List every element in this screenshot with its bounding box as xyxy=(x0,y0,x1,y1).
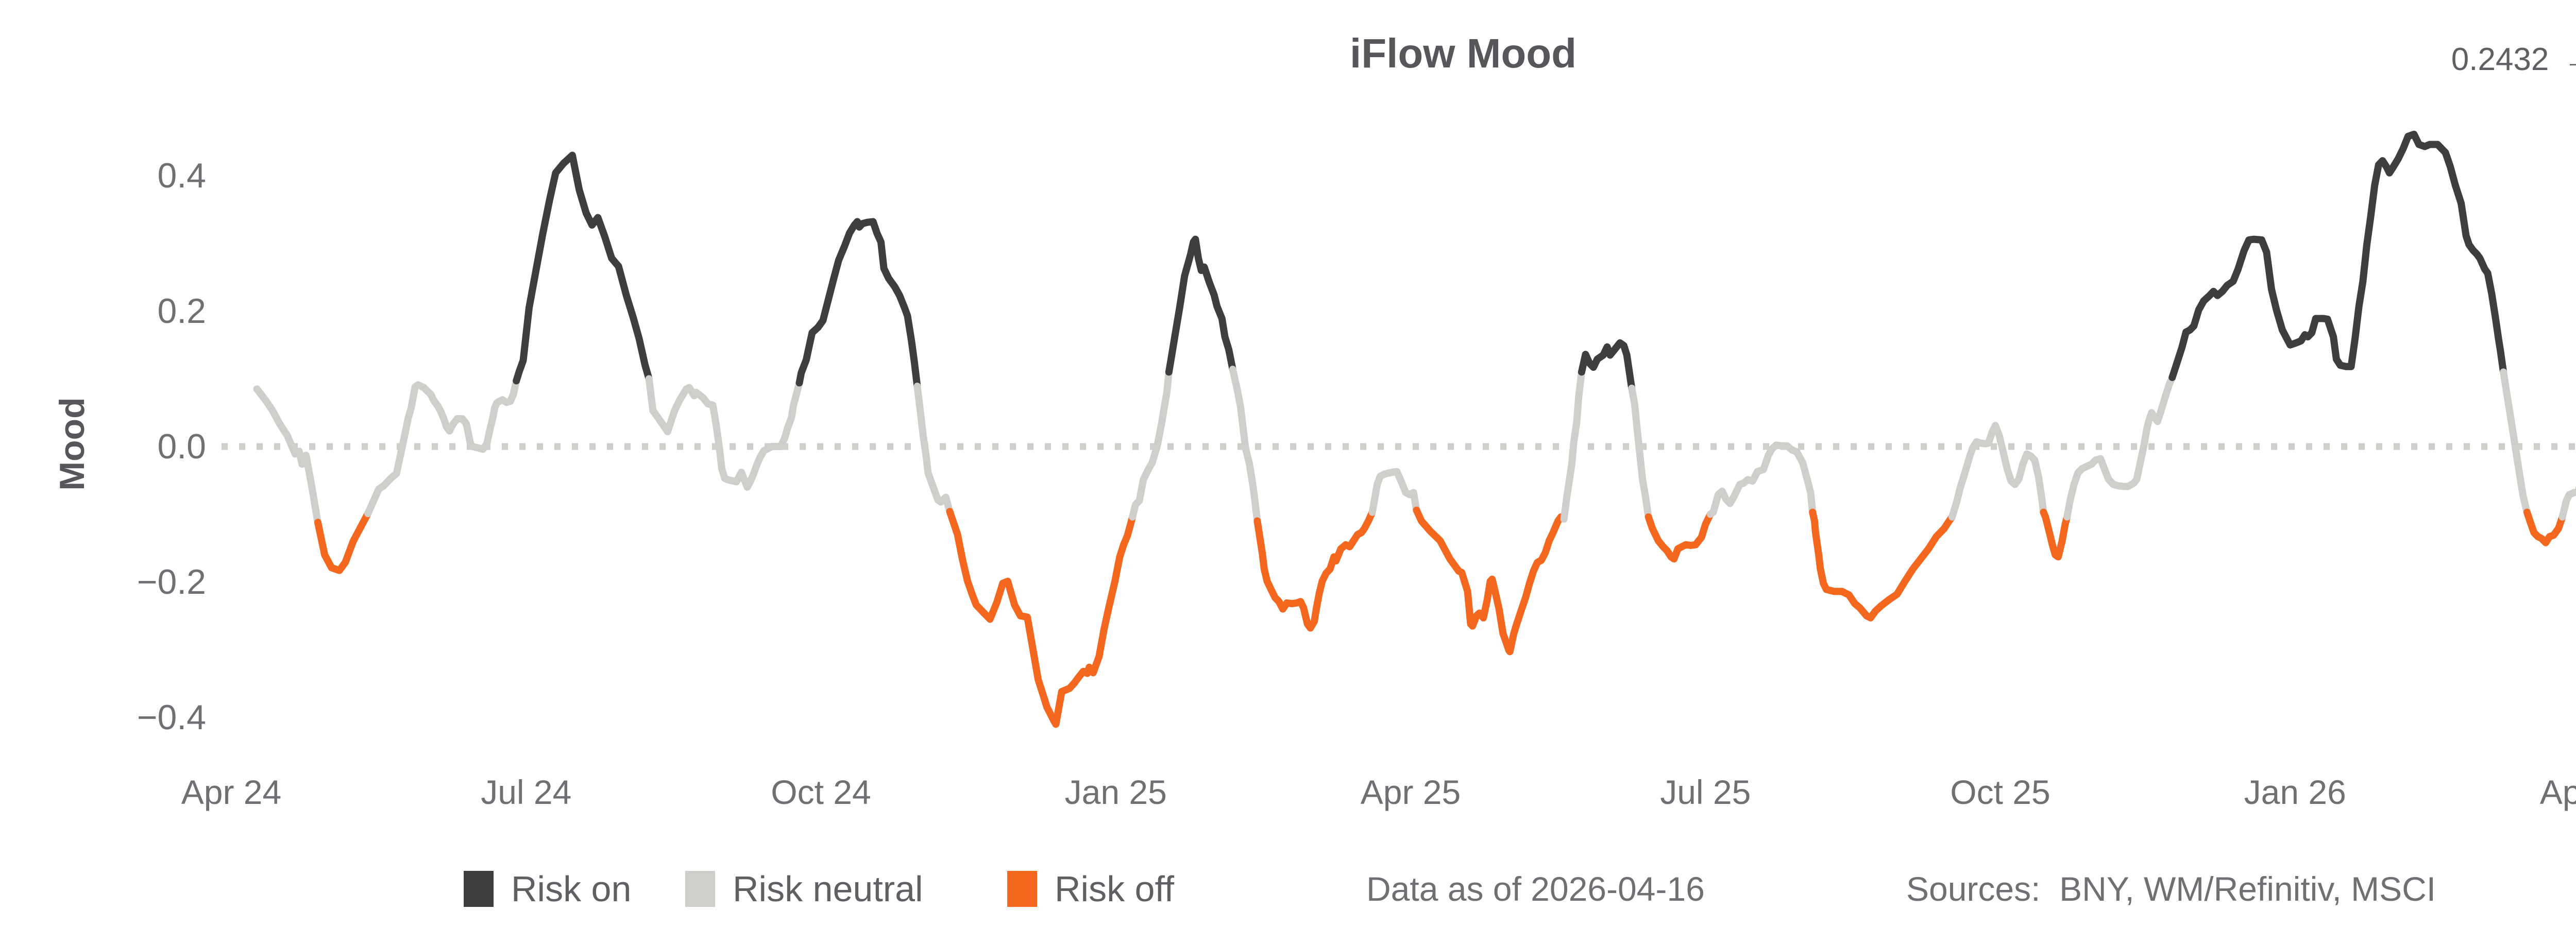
mood-line-segment xyxy=(1253,508,1376,632)
mood-line-segment xyxy=(2558,486,2576,521)
y-tick-label: −0.4 xyxy=(137,698,206,737)
mood-line-segment xyxy=(913,383,954,516)
legend-label: Risk neutral xyxy=(733,869,923,909)
x-tick-label: Apr 24 xyxy=(181,773,282,811)
mood-line-segment xyxy=(1560,368,1585,523)
x-tick-label: Apr 25 xyxy=(1360,773,1461,811)
mood-line-segment xyxy=(1809,508,1956,622)
mood-line-segment xyxy=(946,508,1137,728)
mood-line-segment xyxy=(1706,441,1817,518)
mood-line-segment xyxy=(1578,339,1636,392)
legend-item-risk-neutral: Risk neutral xyxy=(685,870,923,907)
mood-line-segment xyxy=(2500,368,2531,516)
mood-line-segment xyxy=(1948,422,2047,521)
legend-item-risk-off: Risk off xyxy=(1007,870,1174,907)
mood-line-segment xyxy=(364,377,520,518)
mood-line-segment xyxy=(2063,373,2176,521)
mood-line-segment xyxy=(2523,508,2566,546)
latest-mood-readout: 0.2432→risk on xyxy=(2451,39,2576,80)
x-tick-label: Oct 25 xyxy=(1950,773,2050,811)
y-tick-label: 0.4 xyxy=(157,156,206,195)
legend-item-risk-on: Risk on xyxy=(464,870,631,907)
y-tick-label: 0.2 xyxy=(157,291,206,331)
mood-line-segment xyxy=(1413,506,1568,656)
mood-line-segment xyxy=(253,385,321,526)
arrow-right-icon: → xyxy=(2563,42,2576,77)
mood-line-segment xyxy=(795,218,921,390)
mood-line-segment xyxy=(2040,508,2071,561)
x-tick-label: Jul 24 xyxy=(481,773,572,811)
mood-line-segment xyxy=(1165,235,1236,376)
x-tick-label: Oct 24 xyxy=(771,773,871,811)
mood-line-segment xyxy=(2168,130,2507,381)
y-tick-label: 0.0 xyxy=(157,427,206,466)
x-tick-label: Jan 26 xyxy=(2244,773,2346,811)
legend-swatch-icon xyxy=(1007,871,1037,907)
mood-line-segment xyxy=(1229,366,1261,525)
legend-label: Risk on xyxy=(511,869,632,909)
y-tick-label: −0.2 xyxy=(137,562,206,602)
mood-line-segment xyxy=(513,151,653,385)
legend-label: Risk off xyxy=(1055,869,1175,909)
mood-line-segment xyxy=(1368,468,1420,516)
sources-note: Sources: BNY, WM/Refinitiv, MSCI xyxy=(1906,870,2436,908)
x-tick-label: Jan 25 xyxy=(1064,773,1167,811)
legend-swatch-icon xyxy=(685,871,715,907)
legend-swatch-icon xyxy=(464,871,494,907)
mood-line-segment xyxy=(314,510,372,574)
mood-line-segment xyxy=(645,375,803,491)
latest-mood-value: 0.2432 xyxy=(2451,42,2549,77)
mood-line-segment xyxy=(1645,510,1714,563)
chart-title: iFlow Mood xyxy=(1350,30,1577,76)
mood-line-segment xyxy=(1628,384,1652,521)
mood-line-segment xyxy=(1129,368,1173,521)
x-tick-label: Apr 26 xyxy=(2539,773,2576,811)
x-tick-label: Jul 25 xyxy=(1660,773,1751,811)
data-as-of-note: Data as of 2026-04-16 xyxy=(1366,870,1705,908)
